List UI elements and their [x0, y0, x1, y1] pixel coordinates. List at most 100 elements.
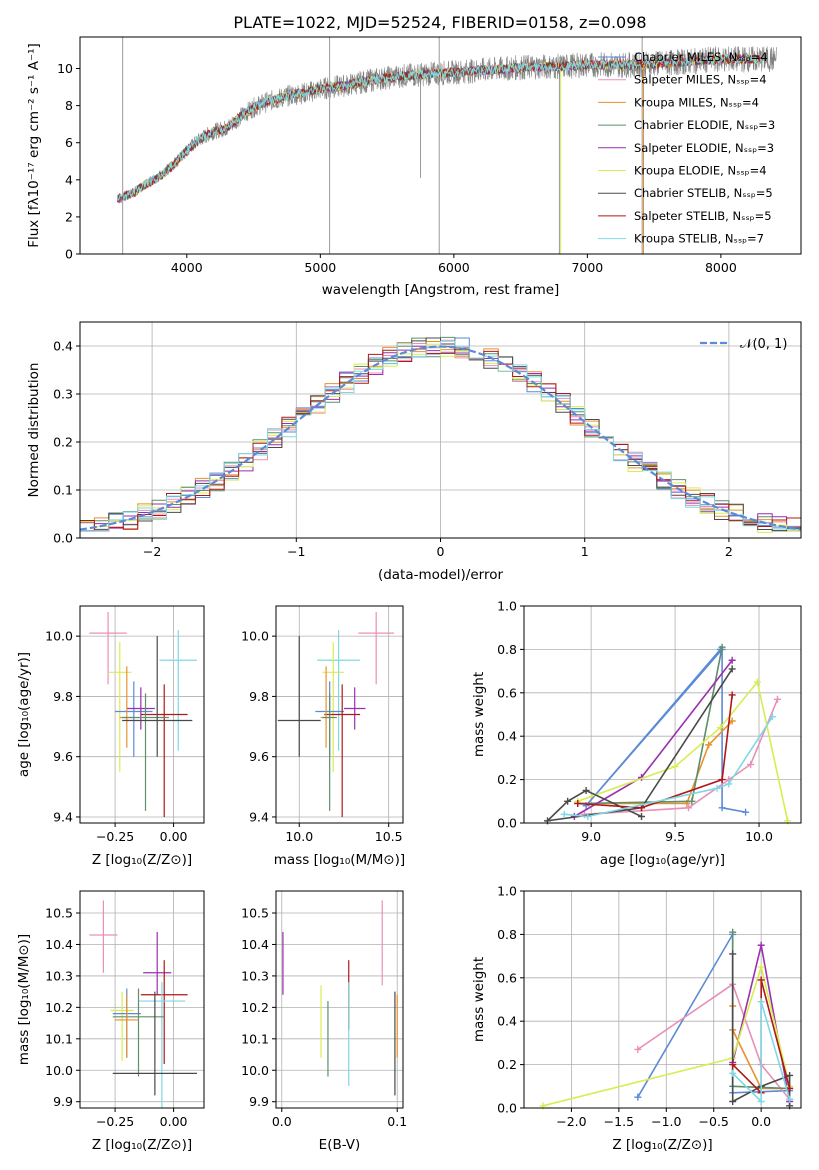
x-tick-label: 8000 [705, 260, 737, 275]
y-tick-label: 9.6 [249, 749, 269, 764]
y-tick-label: 0.2 [53, 435, 73, 450]
figure-title: PLATE=1022, MJD=52524, FIBERID=0158, z=0… [233, 13, 646, 32]
plus-marker [757, 976, 765, 984]
y-tick-label: 10.4 [45, 937, 73, 952]
plus-marker [742, 808, 750, 816]
y-tick-label: 0.8 [497, 927, 517, 942]
plus-marker [718, 804, 726, 812]
y-tick-label: 0.3 [53, 387, 73, 402]
y-tick-label: 10.3 [241, 968, 269, 983]
y-axis-label: age [log₁₀(age/yr)] [16, 652, 32, 777]
x-tick-label: 1 [581, 544, 589, 559]
errorbar-points [89, 612, 197, 817]
x-tick-label: −1.0 [651, 1114, 681, 1129]
y-tick-label: 9.6 [53, 749, 73, 764]
x-tick-label: 10.0 [285, 829, 313, 844]
y-axis-label: mass [log₁₀(M/M⊙)] [16, 934, 32, 1065]
y-tick-label: 10.5 [241, 906, 269, 921]
x-tick-label: 2 [725, 544, 733, 559]
x-tick-label: −1.5 [604, 1114, 634, 1129]
x-tick-label: −1 [287, 544, 305, 559]
plus-marker [718, 643, 726, 651]
plus-marker [688, 797, 696, 805]
plus-marker [773, 695, 781, 703]
x-tick-label: −0.25 [96, 829, 134, 844]
x-tick-label: 10.0 [745, 829, 773, 844]
plus-marker [713, 784, 721, 792]
plus-marker [705, 741, 713, 749]
y-tick-label: 0.0 [53, 531, 73, 546]
plus-marker [729, 1097, 737, 1105]
x-axis-label: E(B-V) [319, 1137, 361, 1153]
normal-curve [79, 345, 802, 531]
plus-marker [564, 797, 572, 805]
weight-line [545, 668, 733, 822]
y-tick-label: 10.2 [241, 1000, 269, 1015]
plus-marker [786, 1095, 794, 1103]
legend-label: Kroupa ELODIE, Nₛₛₚ=4 [634, 164, 767, 178]
x-tick-label: −0.5 [699, 1114, 729, 1129]
legend-label: Salpeter ELODIE, Nₛₛₚ=3 [634, 141, 774, 155]
legend-label: Chabrier STELIB, Nₛₛₚ=5 [634, 186, 773, 200]
plus-marker [786, 1071, 794, 1079]
histogram-salpeter-stelib [80, 347, 801, 532]
y-tick-label: 0.6 [497, 970, 517, 985]
x-tick-label: 9.5 [665, 829, 685, 844]
x-axis-label: age [log₁₀(age/yr)] [600, 852, 725, 868]
x-tick-label: 0 [437, 544, 445, 559]
histogram-kroupa-stelib [80, 340, 801, 532]
y-tick-label: 9.8 [53, 689, 73, 704]
plus-marker [729, 1061, 737, 1069]
y-axis-label: Flux [fλ10⁻¹⁷ erg cm⁻² s⁻¹ A⁻¹] [26, 43, 42, 248]
y-tick-label: 0.0 [497, 1101, 517, 1116]
weight-line [577, 694, 733, 809]
y-tick-label: 0.4 [497, 1014, 517, 1029]
y-tick-label: 0.4 [53, 339, 73, 354]
plus-marker [728, 691, 736, 699]
weight-line [637, 983, 791, 1100]
plus-marker [729, 928, 737, 936]
y-tick-label: 0.2 [497, 772, 517, 787]
x-tick-label: 10.5 [375, 829, 403, 844]
y-tick-label: 10.0 [241, 629, 269, 644]
weight-line [732, 1001, 791, 1104]
plus-marker [768, 713, 776, 721]
y-tick-label: 9.4 [249, 809, 269, 824]
y-tick-label: 8 [65, 98, 73, 113]
y-tick-label: 10.0 [45, 1063, 73, 1078]
x-tick-label: 9.0 [581, 829, 601, 844]
plus-marker [786, 1084, 794, 1092]
x-tick-label: 0.0 [272, 1114, 292, 1129]
x-axis-label: Z [log₁₀(Z/Z⊙)] [92, 852, 192, 868]
y-tick-label: 0.0 [497, 816, 517, 831]
x-tick-label: 6000 [438, 260, 470, 275]
x-tick-label: 0.00 [160, 829, 188, 844]
panel-frame [275, 890, 404, 1109]
plus-marker [757, 941, 765, 949]
y-tick-label: 10.3 [45, 968, 73, 983]
x-axis-label: (data-model)/error [378, 567, 504, 583]
spectrum-frame [79, 36, 802, 255]
x-tick-label: 0.0 [751, 1114, 771, 1129]
y-tick-label: 0.8 [497, 642, 517, 657]
x-tick-label: 4000 [171, 260, 203, 275]
x-tick-label: −2.0 [556, 1114, 586, 1129]
y-tick-label: 1.0 [497, 884, 517, 899]
histogram-kroupa-elodie [80, 343, 801, 533]
x-axis-label: Z [log₁₀(Z/Z⊙)] [92, 1137, 192, 1153]
y-tick-label: 0 [65, 247, 73, 262]
y-tick-label: 9.8 [249, 689, 269, 704]
y-tick-label: 9.4 [53, 809, 73, 824]
weight-lines [539, 928, 794, 1110]
y-tick-label: 0.2 [497, 1057, 517, 1072]
weight-line [542, 963, 791, 1107]
x-tick-label: 5000 [304, 260, 336, 275]
y-tick-label: 1.0 [497, 599, 517, 614]
y-tick-label: 9.9 [53, 1094, 73, 1109]
model-spectrum [116, 53, 762, 202]
y-tick-label: 10.1 [241, 1031, 269, 1046]
plus-marker [638, 812, 646, 820]
y-tick-label: 6 [65, 135, 73, 150]
y-tick-label: 0.6 [497, 685, 517, 700]
